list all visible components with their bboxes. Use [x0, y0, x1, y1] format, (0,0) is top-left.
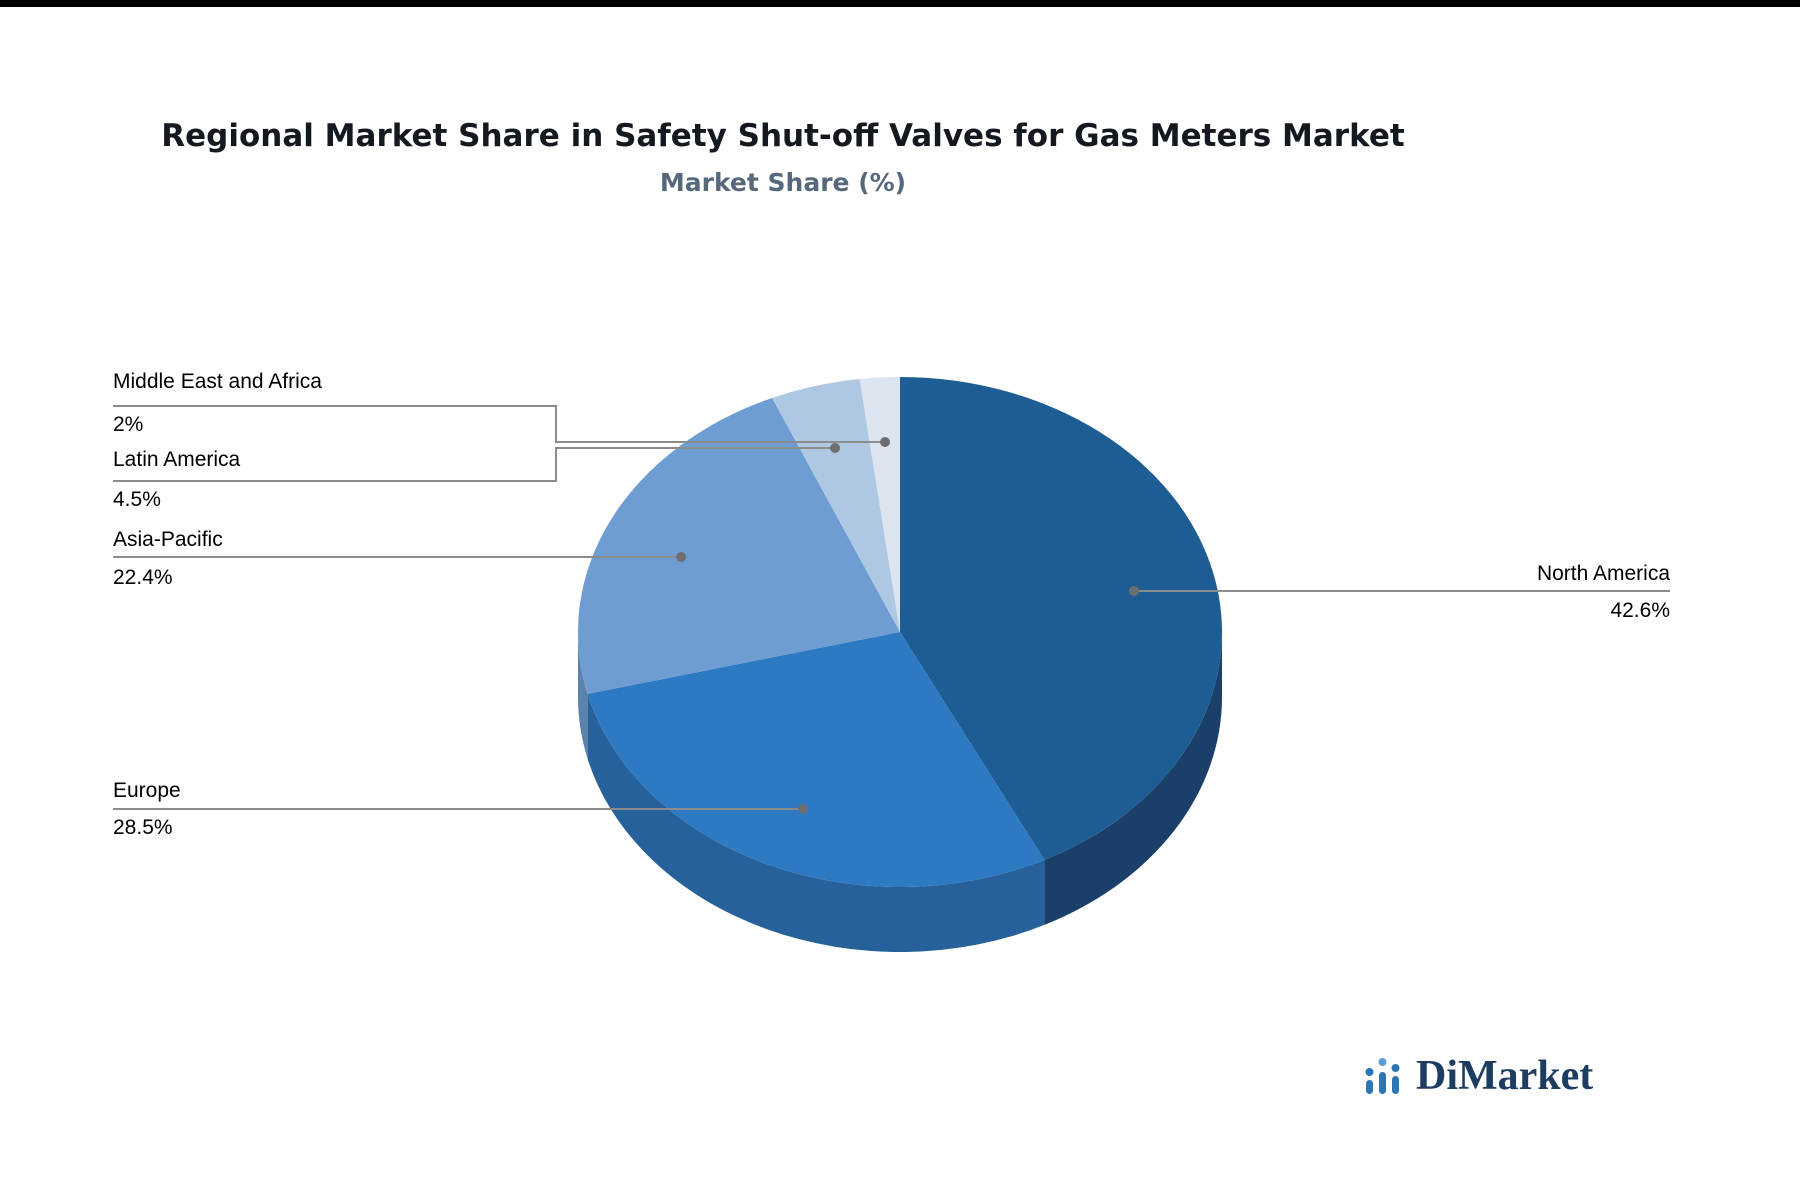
label-middle-east-and-africa: Middle East and Africa	[113, 370, 322, 393]
pie-slice-asia-pacific[interactable]	[578, 397, 900, 694]
anchor-dot-europe	[798, 804, 808, 814]
pie-slice-north-america[interactable]	[900, 377, 1223, 860]
value-north-america: 42.6%	[1610, 599, 1670, 622]
callout-anchor-dots	[676, 437, 1139, 814]
pie-slice-europe[interactable]	[587, 632, 1045, 887]
pie-slice-side-europe	[587, 693, 1045, 953]
label-europe: Europe	[113, 779, 181, 802]
label-latin-america: Latin America	[113, 448, 241, 471]
value-latin-america: 4.5%	[113, 488, 161, 511]
label-asia-pacific: Asia-Pacific	[113, 528, 223, 551]
callout-lines	[113, 405, 1670, 814]
brand-logo: DiMarket	[1363, 1052, 1593, 1100]
label-north-america: North America	[1536, 562, 1670, 585]
callout-line-latin-america	[113, 447, 835, 482]
anchor-dot-north-america	[1129, 586, 1139, 596]
bar-chart-icon	[1365, 1058, 1400, 1094]
callout-line-middle-east-and-africa	[113, 405, 885, 443]
anchor-dot-asia-pacific	[676, 552, 686, 562]
chart-title: Regional Market Share in Safety Shut-off…	[161, 118, 1405, 154]
value-middle-east-and-africa: 2%	[113, 413, 144, 436]
value-europe: 28.5%	[113, 816, 173, 839]
value-asia-pacific: 22.4%	[113, 566, 173, 589]
chart-subtitle: Market Share (%)	[659, 168, 907, 197]
anchor-dot-latin-america	[830, 443, 840, 453]
brand-name: DiMarket	[1416, 1053, 1594, 1099]
chart-heading: Regional Market Share in Safety Shut-off…	[0, 0, 1566, 197]
anchor-dot-middle-east-and-africa	[880, 437, 890, 447]
pie-slice-middle-east-and-africa[interactable]	[859, 377, 900, 632]
pie-slices	[578, 377, 1223, 953]
pie-slice-side-asia-pacific	[578, 632, 588, 759]
pie-slice-side-north-america	[1044, 632, 1222, 925]
top-border	[0, 0, 1800, 7]
